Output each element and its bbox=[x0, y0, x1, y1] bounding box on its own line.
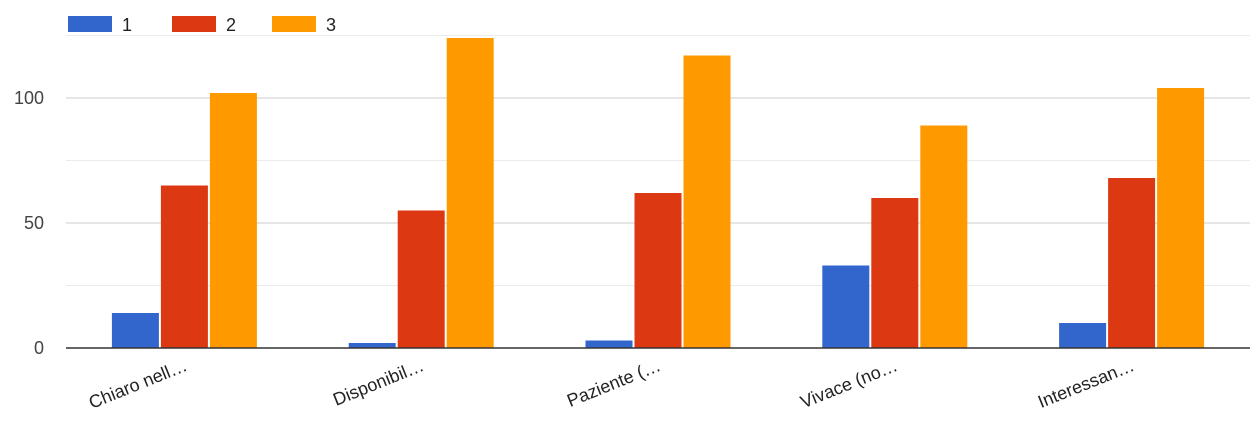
bar-series-1-5[interactable] bbox=[1059, 323, 1107, 348]
legend-label-1: 1 bbox=[122, 15, 132, 35]
legend-label-3: 3 bbox=[326, 15, 336, 35]
y-tick-label: 100 bbox=[14, 88, 44, 108]
bar-series-1-1[interactable] bbox=[111, 313, 159, 348]
bar-series-3-3[interactable] bbox=[683, 55, 731, 349]
x-axis-category-labels: Chiaro nell… Disponibil… Paziente (… Vivace… bbox=[86, 355, 1137, 413]
legend-swatch-1 bbox=[68, 16, 112, 32]
legend-swatch-3 bbox=[272, 16, 316, 32]
legend-swatch-2 bbox=[172, 16, 216, 32]
y-axis-tick-labels: 0 50 100 bbox=[14, 88, 44, 358]
x-category-label: Vivace (no… bbox=[798, 355, 901, 412]
y-tick-label: 0 bbox=[34, 338, 44, 358]
bar-series-1-2[interactable] bbox=[348, 343, 396, 348]
gridlines bbox=[66, 35, 1250, 286]
bar-series-2-3[interactable] bbox=[634, 193, 682, 348]
x-category-label: Paziente (… bbox=[564, 355, 663, 411]
y-tick-label: 50 bbox=[24, 213, 44, 233]
x-category-label: Chiaro nell… bbox=[86, 355, 190, 413]
bar-series-3-2[interactable] bbox=[446, 38, 494, 348]
bar-series-2-1[interactable] bbox=[160, 185, 208, 349]
bar-series-2-4[interactable] bbox=[871, 198, 919, 348]
x-category-label: Interessan… bbox=[1035, 355, 1137, 412]
bar-series-3-4[interactable] bbox=[920, 125, 968, 349]
bar-series-2-5[interactable] bbox=[1108, 178, 1156, 348]
x-category-label: Disponibil… bbox=[330, 355, 427, 410]
bar-series-3-5[interactable] bbox=[1157, 88, 1205, 348]
bars bbox=[111, 38, 1205, 349]
bar-series-1-3[interactable] bbox=[585, 340, 633, 349]
bar-series-3-1[interactable] bbox=[209, 93, 257, 348]
legend: 1 2 3 bbox=[68, 15, 336, 35]
legend-label-2: 2 bbox=[226, 15, 236, 35]
bar-series-1-4[interactable] bbox=[822, 265, 870, 349]
bar-series-2-2[interactable] bbox=[397, 210, 445, 349]
